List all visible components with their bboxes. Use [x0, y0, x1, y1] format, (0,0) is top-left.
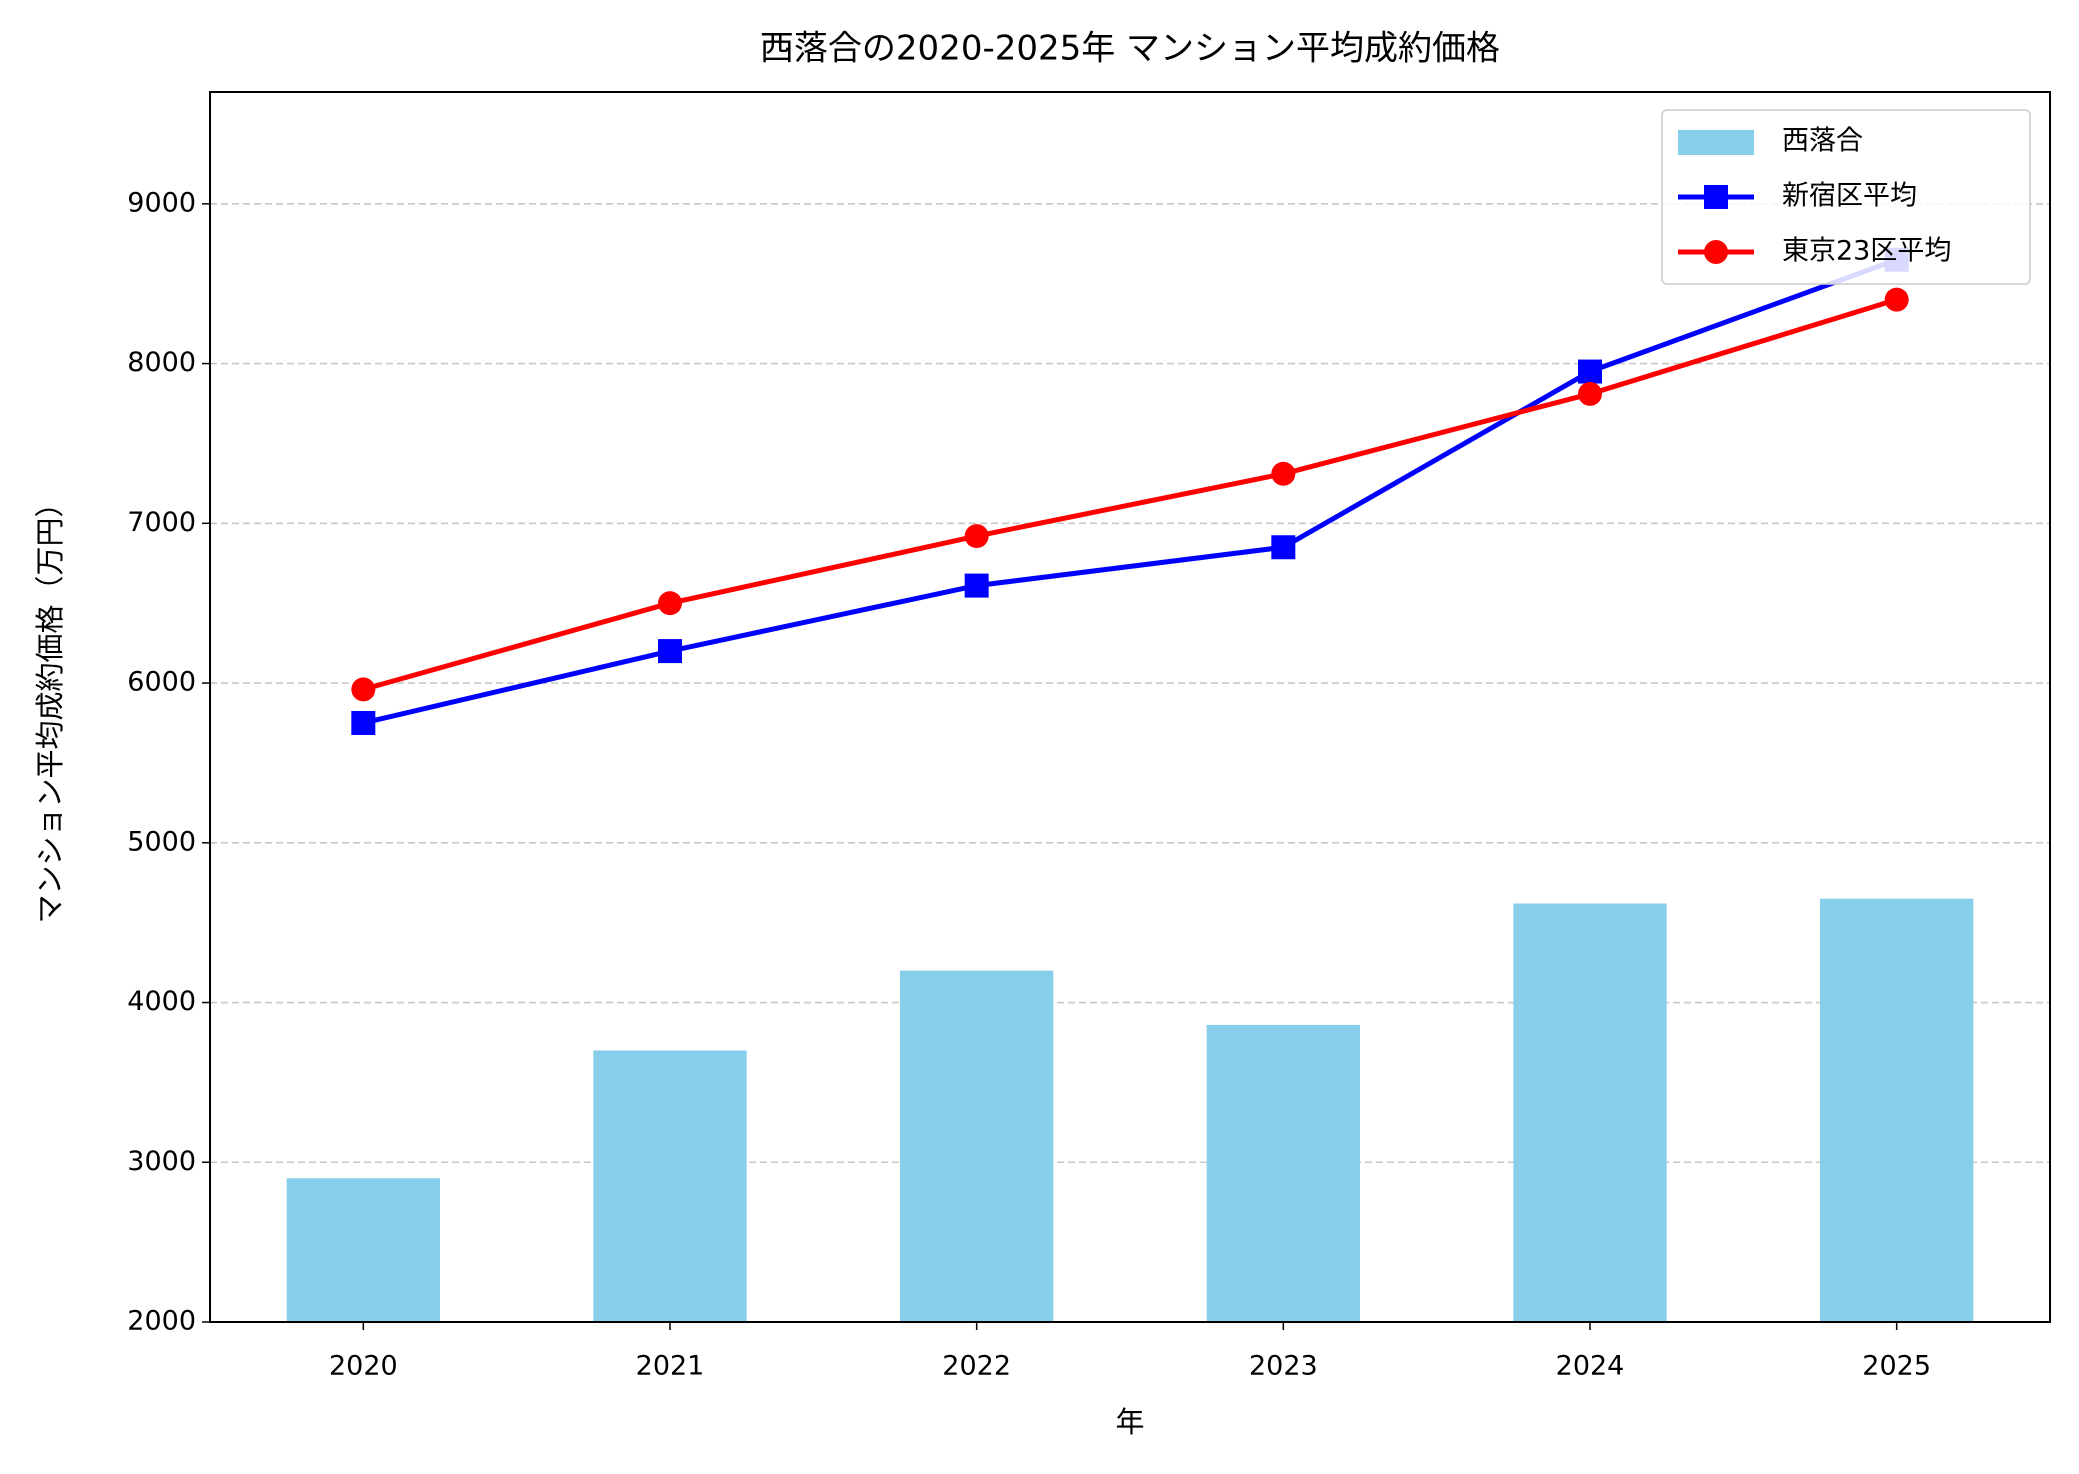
line-marker — [1578, 359, 1602, 384]
x-tick-label: 2024 — [1556, 1351, 1625, 1382]
y-tick-label: 4000 — [127, 986, 196, 1017]
line — [362, 297, 1898, 692]
y-tick-label: 5000 — [127, 826, 196, 857]
x-tick-label: 2022 — [942, 1351, 1011, 1382]
line-marker — [1884, 287, 1909, 312]
line-marker — [658, 591, 682, 616]
plot-frame — [209, 91, 2051, 1323]
x-tick-label: 2021 — [636, 1351, 705, 1382]
line-marker — [964, 573, 989, 598]
y-tick-label: 8000 — [127, 347, 196, 378]
x-tick-label: 2025 — [1862, 1351, 1931, 1382]
legend-marker — [1704, 240, 1728, 264]
x-tick-label: 2020 — [329, 1351, 398, 1382]
bar — [286, 1178, 440, 1322]
line-marker — [1271, 461, 1296, 486]
x-tick-label: 2023 — [1249, 1351, 1318, 1382]
legend-label: 新宿区平均 — [1782, 181, 1917, 212]
line-marker — [351, 710, 376, 735]
chart-title: 西落合の2020-2025年 マンション平均成約価格 — [760, 29, 1500, 69]
bar — [1820, 898, 1974, 1322]
bar — [1513, 903, 1667, 1322]
line-marker — [658, 639, 682, 664]
line-marker — [1578, 381, 1602, 406]
legend-label: 東京23区平均 — [1782, 236, 1951, 267]
line-marker — [964, 524, 989, 549]
line — [362, 257, 1898, 726]
line-marker — [1271, 535, 1296, 560]
y-tick-label: 6000 — [127, 667, 196, 698]
x-axis-label: 年 — [1115, 1405, 1144, 1439]
legend-label: 西落合 — [1782, 126, 1863, 157]
y-tick-label: 2000 — [127, 1306, 196, 1337]
legend-swatch — [1678, 130, 1754, 155]
bar — [593, 1050, 747, 1322]
line-marker — [351, 677, 376, 702]
y-axis-label: マンション平均成約価格（万円） — [33, 488, 67, 923]
y-tick-label: 9000 — [127, 187, 196, 218]
bar — [900, 970, 1054, 1322]
bar — [1206, 1024, 1360, 1322]
y-tick-label: 3000 — [127, 1146, 196, 1177]
y-tick-label: 7000 — [127, 507, 196, 538]
legend-marker — [1704, 185, 1728, 209]
